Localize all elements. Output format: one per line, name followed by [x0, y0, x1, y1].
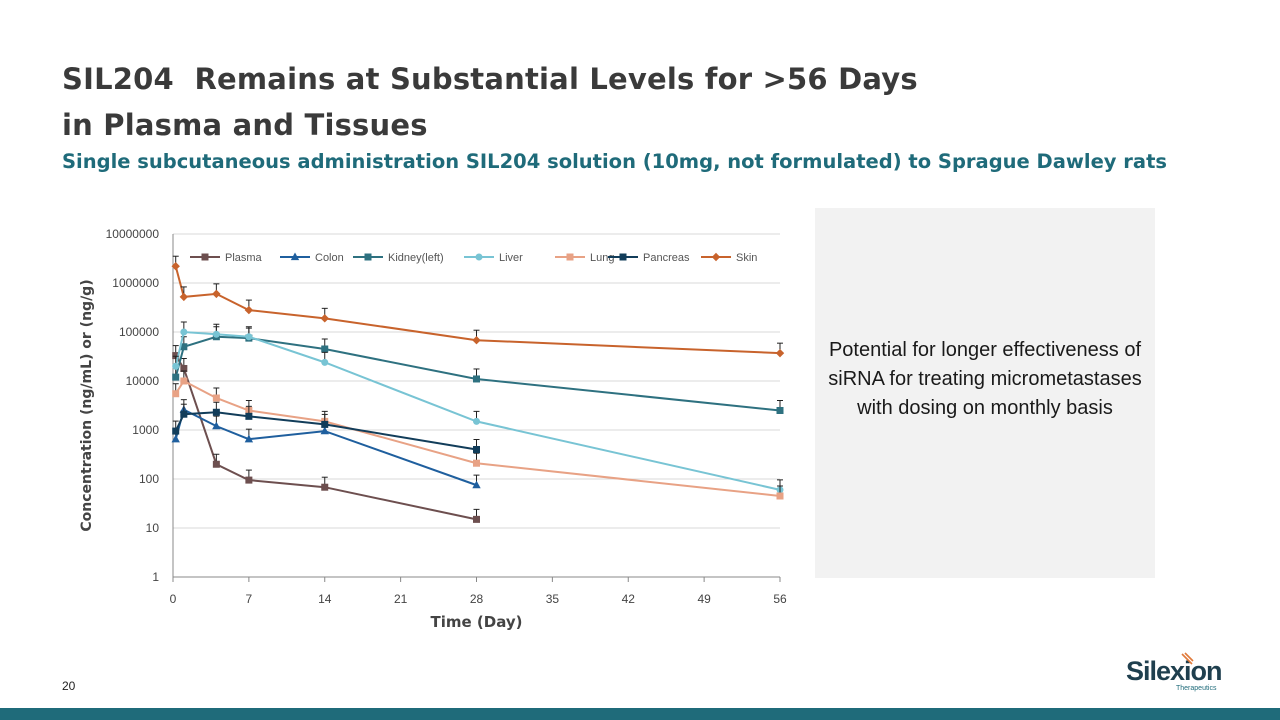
page-number: 20 [62, 679, 76, 693]
x-tick-label: 14 [318, 592, 332, 606]
data-point [321, 483, 329, 491]
y-tick-label: 1000 [132, 423, 159, 437]
data-point [212, 394, 220, 402]
data-point [321, 345, 329, 353]
data-point [473, 417, 480, 425]
callout-box: Potential for longer effectiveness of si… [815, 208, 1155, 578]
data-point [245, 412, 253, 420]
logo-tagline: Therapeutics [1176, 685, 1217, 692]
y-tick-label: 1 [152, 570, 159, 584]
data-point [212, 330, 220, 338]
legend-label: Pancreas [643, 252, 690, 264]
slide-title-line-1: SIL204 Remains at Substantial Levels for… [62, 62, 918, 96]
legend-marker [619, 253, 627, 261]
legend-label: Plasma [225, 252, 263, 264]
slide-title: SIL204 Remains at Substantial Levels for… [62, 56, 918, 148]
y-tick-label: 10000 [126, 374, 160, 388]
data-point [171, 434, 180, 443]
legend-marker [566, 253, 574, 261]
x-tick-label: 35 [546, 592, 560, 606]
data-point [320, 314, 329, 323]
data-point [212, 408, 220, 416]
legend-marker [201, 253, 209, 261]
legend-label: Colon [315, 252, 344, 264]
data-point [472, 336, 481, 345]
data-point [244, 305, 254, 315]
data-point [180, 410, 188, 418]
legend-marker [475, 253, 483, 261]
logo-wordmark: Silexion [1126, 656, 1223, 686]
data-point [179, 292, 189, 302]
data-point [321, 358, 329, 366]
y-axis-title: Concentration (ng/mL) or (ng/g) [79, 279, 95, 531]
data-point [321, 420, 329, 428]
legend-marker [290, 252, 300, 261]
data-point [776, 407, 784, 415]
data-point [245, 333, 253, 341]
data-point [320, 426, 329, 435]
y-tick-label: 100 [139, 472, 159, 486]
x-tick-label: 49 [697, 592, 711, 606]
slide-title-line-2: in Plasma and Tissues [62, 108, 428, 142]
data-point [172, 352, 180, 360]
data-point [172, 427, 180, 435]
concentration-chart: 1 10 100 1000 10000 100000 1000000 10000000 0 7 14… [79, 227, 787, 631]
legend-label: Kidney(left) [388, 252, 444, 264]
x-axis-title: Time (Day) [431, 613, 523, 631]
slide-subtitle: Single subcutaneous administration SIL20… [62, 150, 1168, 173]
data-point [245, 476, 253, 484]
data-point [172, 373, 180, 381]
data-point [212, 460, 220, 468]
data-point [472, 480, 481, 489]
series-line-kidney-left- [174, 335, 781, 412]
x-tick-label: 56 [773, 592, 787, 606]
y-tick-label: 1000000 [112, 276, 159, 290]
data-point [172, 362, 180, 370]
company-logo: Silexion Therapeutics [1126, 652, 1226, 696]
x-tick-label: 21 [394, 592, 408, 606]
y-tick-label: 10000000 [106, 227, 160, 241]
y-tick-label: 100000 [119, 325, 159, 339]
x-tick-label: 7 [246, 592, 253, 606]
logo-mark-icon [1181, 652, 1194, 665]
x-tick-label: 42 [622, 592, 636, 606]
legend-label: Lung [590, 252, 614, 264]
data-point [212, 289, 221, 299]
data-point [180, 328, 188, 336]
y-tick-label: 10 [146, 521, 160, 535]
data-point [244, 434, 254, 443]
data-point [180, 377, 188, 385]
footer-accent-bar [0, 708, 1280, 720]
series-line-plasma [174, 355, 477, 521]
data-point [212, 421, 221, 430]
data-point [473, 515, 480, 523]
data-point [473, 445, 480, 453]
data-point [776, 492, 784, 500]
legend-marker [364, 253, 372, 261]
legend-marker [711, 252, 721, 262]
callout-text: Potential for longer effectiveness of si… [828, 339, 1142, 419]
data-point [180, 343, 188, 351]
data-point [473, 459, 480, 467]
data-point [172, 390, 180, 398]
x-tick-label: 0 [170, 592, 177, 606]
data-point [473, 375, 480, 383]
data-point [171, 262, 180, 271]
legend-label: Skin [736, 252, 757, 264]
legend-label: Liver [499, 252, 523, 264]
data-point [775, 348, 785, 358]
x-tick-label: 28 [470, 592, 484, 606]
data-point [180, 364, 188, 372]
